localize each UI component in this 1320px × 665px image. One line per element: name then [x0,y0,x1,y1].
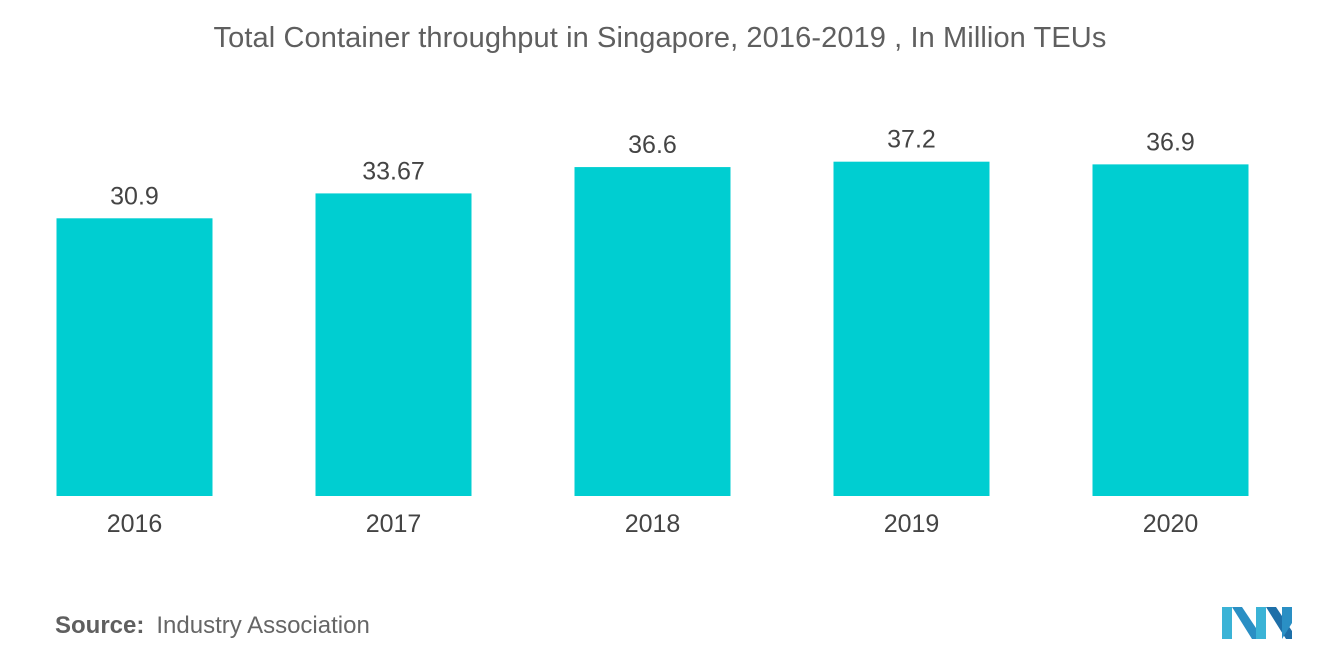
bar-2018 [574,167,731,496]
bar-2017 [315,193,472,496]
data-label-2016: 30.9 [110,182,159,210]
source-text: Industry Association [156,612,370,639]
x-tick-label-2020: 2020 [1143,510,1199,538]
x-tick-label-2017: 2017 [366,510,422,538]
mordor-intelligence-logo-icon [1222,607,1292,639]
bar-2020 [1092,164,1249,497]
data-label-2020: 36.9 [1146,128,1195,156]
data-label-2017: 33.67 [362,157,425,185]
source-note: Source: Industry Association [55,612,370,640]
x-tick-label-2016: 2016 [107,510,163,538]
chart-title: Total Container throughput in Singapore,… [213,22,1107,54]
data-label-2018: 36.6 [628,131,677,159]
data-label-2019: 37.2 [887,126,936,154]
bar-2016 [56,218,213,496]
bar-2019 [833,161,990,497]
x-tick-label-2019: 2019 [884,510,940,538]
x-tick-label-2018: 2018 [625,510,681,538]
source-label: Source: [55,612,145,639]
